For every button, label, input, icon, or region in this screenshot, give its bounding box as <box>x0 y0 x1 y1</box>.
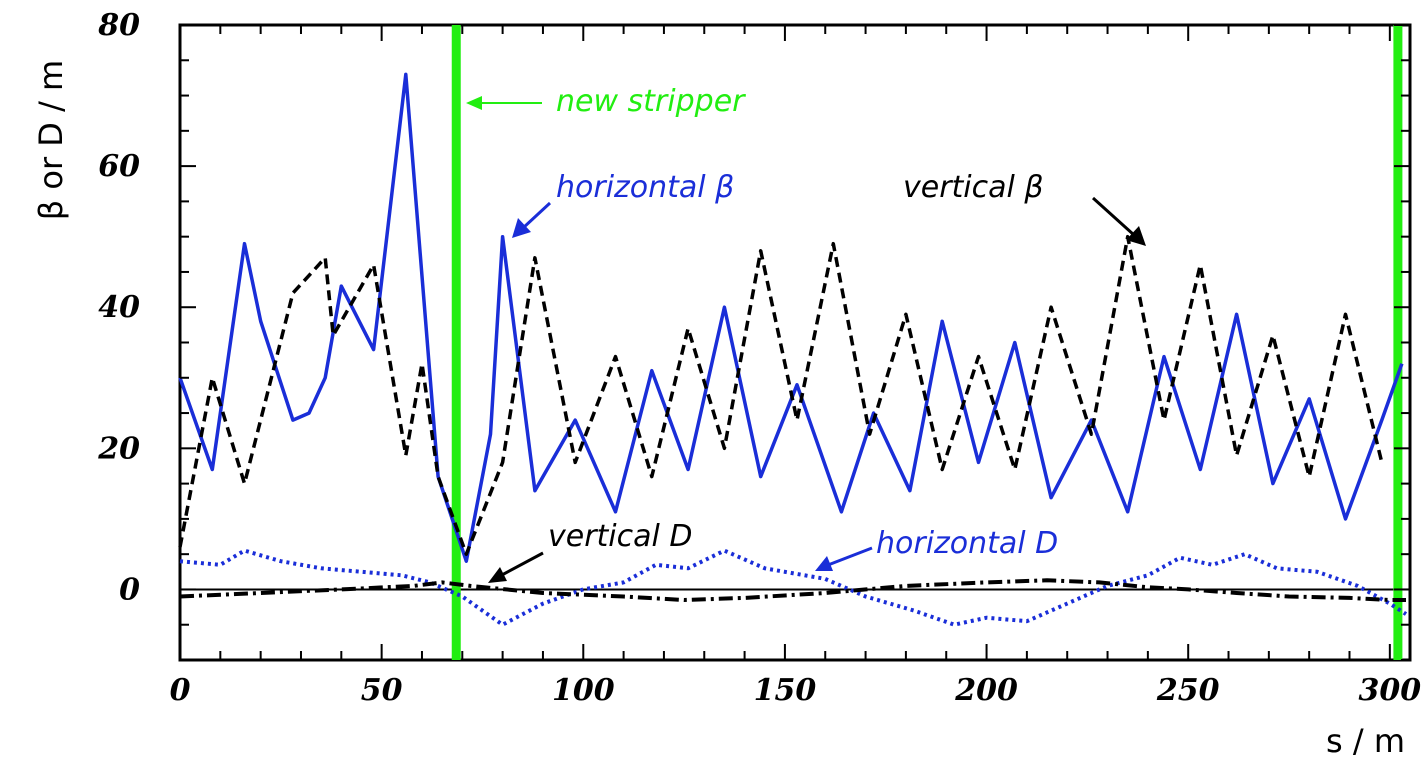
arrow-vertical-beta <box>1091 196 1146 246</box>
y-tick-label: 40 <box>98 290 140 325</box>
arrow-horizontal-D <box>815 546 873 571</box>
x-tick-label: 0 <box>170 673 191 708</box>
annotations: new stripper horizontal β vertical β ver… <box>548 84 1058 561</box>
series-hD <box>179 548 1408 627</box>
y-tick-label: 80 <box>97 8 140 43</box>
x-tick-label: 100 <box>552 673 615 708</box>
y-tick-label: 60 <box>98 149 140 184</box>
x-tick-label: 150 <box>754 673 817 708</box>
x-tick-label: 200 <box>954 673 1018 708</box>
arrow-new-stripper <box>466 96 542 110</box>
y-tick-label: 20 <box>97 431 140 466</box>
axis-ticks <box>179 24 1410 661</box>
y-axis-label: β or D / m <box>32 60 70 220</box>
arrow-vertical-D <box>488 551 544 583</box>
x-tick-label: 50 <box>361 673 403 708</box>
y-tick-label: 0 <box>119 572 140 607</box>
tick-labels: 0 50 100 150 200 250 300 0 20 40 60 80 <box>97 8 1421 708</box>
annotation-new-stripper: new stripper <box>556 84 746 119</box>
plot-frame <box>178 23 1412 662</box>
annotation-vertical-beta: vertical β <box>903 170 1044 205</box>
annotation-horizontal-D: horizontal D <box>876 526 1058 561</box>
x-axis-label: s / m <box>1326 722 1405 760</box>
data-series <box>178 72 1408 627</box>
series-vD <box>179 578 1406 602</box>
annotation-horizontal-beta: horizontal β <box>556 170 734 205</box>
arrow-horizontal-beta <box>512 201 552 238</box>
series-hbeta <box>178 72 1404 563</box>
series-vbeta <box>178 234 1384 556</box>
x-tick-label: 300 <box>1359 673 1422 708</box>
annotation-vertical-D: vertical D <box>548 519 693 554</box>
annotation-arrows <box>466 96 1146 583</box>
x-tick-label: 250 <box>1156 673 1220 708</box>
stripper-markers <box>451 25 1403 660</box>
